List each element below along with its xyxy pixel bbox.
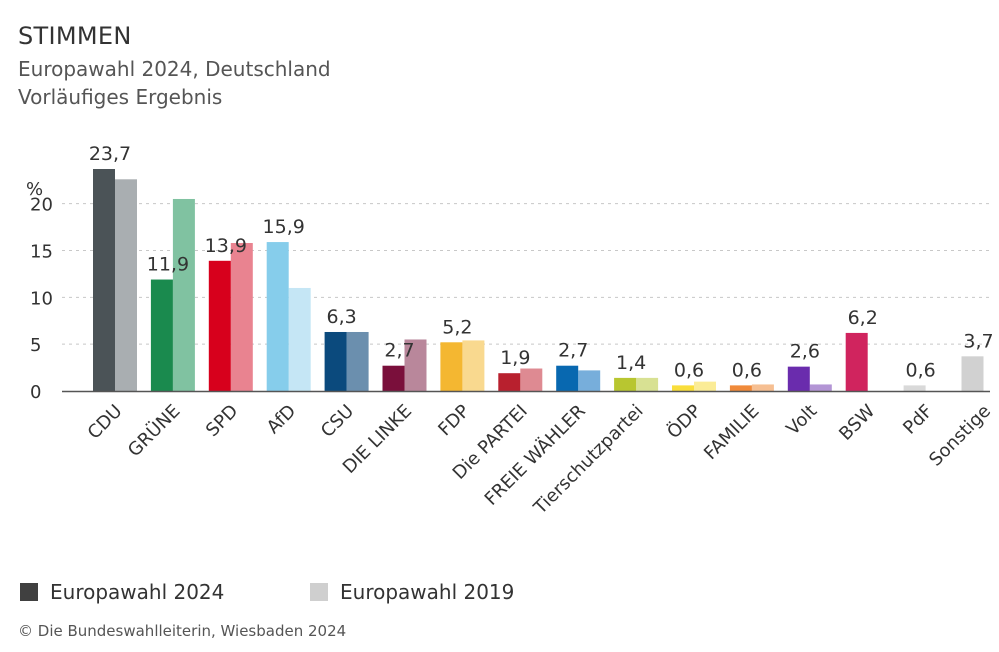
bar-2019 bbox=[520, 368, 543, 391]
y-tick-label: 0 bbox=[30, 382, 41, 403]
legend-swatch-2024 bbox=[20, 583, 38, 601]
bar-2024 bbox=[382, 365, 405, 391]
chart-subtitle-result-status: Vorläufiges Ergebnis bbox=[18, 85, 223, 109]
x-category-label: FDP bbox=[434, 401, 474, 441]
bar-2019 bbox=[751, 384, 774, 391]
data-label-2024: 13,9 bbox=[205, 235, 247, 257]
bar-2019 bbox=[694, 381, 716, 391]
bar-2024 bbox=[150, 279, 173, 391]
data-label-2024: 11,9 bbox=[147, 254, 189, 276]
chart-title: STIMMEN bbox=[18, 22, 132, 50]
bar-2019 bbox=[115, 179, 137, 391]
bar-2024 bbox=[729, 385, 752, 391]
bar-2019 bbox=[809, 384, 832, 391]
bar-2019 bbox=[404, 339, 427, 391]
bar-2024 bbox=[266, 242, 289, 391]
x-category-label: FAMILIE bbox=[700, 401, 763, 464]
data-label-2024: 2,6 bbox=[790, 341, 820, 363]
x-category-label: PdF bbox=[899, 401, 937, 439]
bar-2024 bbox=[208, 260, 231, 391]
data-label-2024: 15,9 bbox=[263, 216, 305, 238]
data-label-2024: 0,6 bbox=[905, 359, 935, 381]
bar-chart: 0 5 10 15 20% 23,7 CDU 11,9 GRÜNE 13,9 SPD 15,9 AfD 6… bbox=[26, 143, 995, 519]
y-axis-unit-label: % bbox=[26, 179, 43, 200]
x-category-label: Sonstige bbox=[925, 401, 995, 471]
data-label-2024: 6,2 bbox=[848, 307, 878, 329]
x-category-label: SPD bbox=[202, 401, 242, 441]
bar-2024 bbox=[845, 332, 868, 391]
legend-item-2024: Europawahl 2024 bbox=[20, 580, 224, 604]
data-label-2024: 0,6 bbox=[732, 359, 762, 381]
y-tick-label: 20 bbox=[30, 195, 53, 216]
x-category-label: BSW bbox=[835, 401, 879, 445]
x-category-label: AfD bbox=[263, 401, 300, 438]
x-category-label: Volt bbox=[782, 401, 821, 440]
data-label-2024: 23,7 bbox=[89, 143, 131, 165]
x-category-label: ÖDP bbox=[662, 400, 705, 443]
bar-2019 bbox=[288, 287, 311, 391]
data-label-2024: 2,7 bbox=[558, 340, 588, 362]
data-label-2024: 3,7 bbox=[963, 330, 993, 352]
bar-2024 bbox=[903, 385, 926, 391]
y-tick-label: 5 bbox=[30, 335, 41, 356]
bar-2024 bbox=[672, 385, 694, 391]
legend-label-2024: Europawahl 2024 bbox=[50, 580, 225, 604]
bar-2019 bbox=[230, 243, 253, 391]
data-label-2024: 1,4 bbox=[616, 352, 646, 374]
x-category-label: GRÜNE bbox=[123, 400, 184, 461]
bar-2024 bbox=[556, 365, 579, 391]
legend-item-2019: Europawahl 2019 bbox=[310, 580, 514, 604]
bar-2024 bbox=[498, 373, 521, 391]
legend-swatch-2019 bbox=[310, 583, 328, 601]
bar-2024 bbox=[93, 169, 115, 391]
y-tick-label: 15 bbox=[30, 241, 53, 262]
y-tick-label: 10 bbox=[30, 288, 53, 309]
data-label-2024: 1,9 bbox=[500, 347, 530, 369]
x-category-label: Tierschutzpartei bbox=[529, 401, 647, 519]
bar-2019 bbox=[578, 370, 601, 391]
bar-2019 bbox=[462, 340, 485, 391]
data-label-2024: 6,3 bbox=[326, 306, 356, 328]
x-category-label: CDU bbox=[84, 401, 127, 444]
chart-subtitle: Europawahl 2024, Deutschland bbox=[18, 57, 331, 81]
x-category-label: FREIE WÄHLER bbox=[481, 401, 590, 510]
bar-2019 bbox=[346, 331, 369, 391]
x-category-label: CSU bbox=[317, 401, 358, 442]
data-label-2024: 5,2 bbox=[442, 316, 472, 338]
bar-2024 bbox=[614, 377, 637, 391]
data-label-2024: 0,6 bbox=[674, 359, 704, 381]
bar-2024 bbox=[787, 366, 810, 391]
data-label-2024: 2,7 bbox=[384, 340, 414, 362]
bar-2024 bbox=[324, 331, 347, 391]
legend-label-2019: Europawahl 2019 bbox=[340, 580, 515, 604]
bar-2024 bbox=[440, 342, 463, 391]
bar-2019 bbox=[172, 198, 195, 391]
bar-2024 bbox=[961, 356, 984, 391]
bar-2019 bbox=[636, 377, 659, 391]
source-credit: © Die Bundeswahlleiterin, Wiesbaden 2024 bbox=[18, 622, 347, 640]
